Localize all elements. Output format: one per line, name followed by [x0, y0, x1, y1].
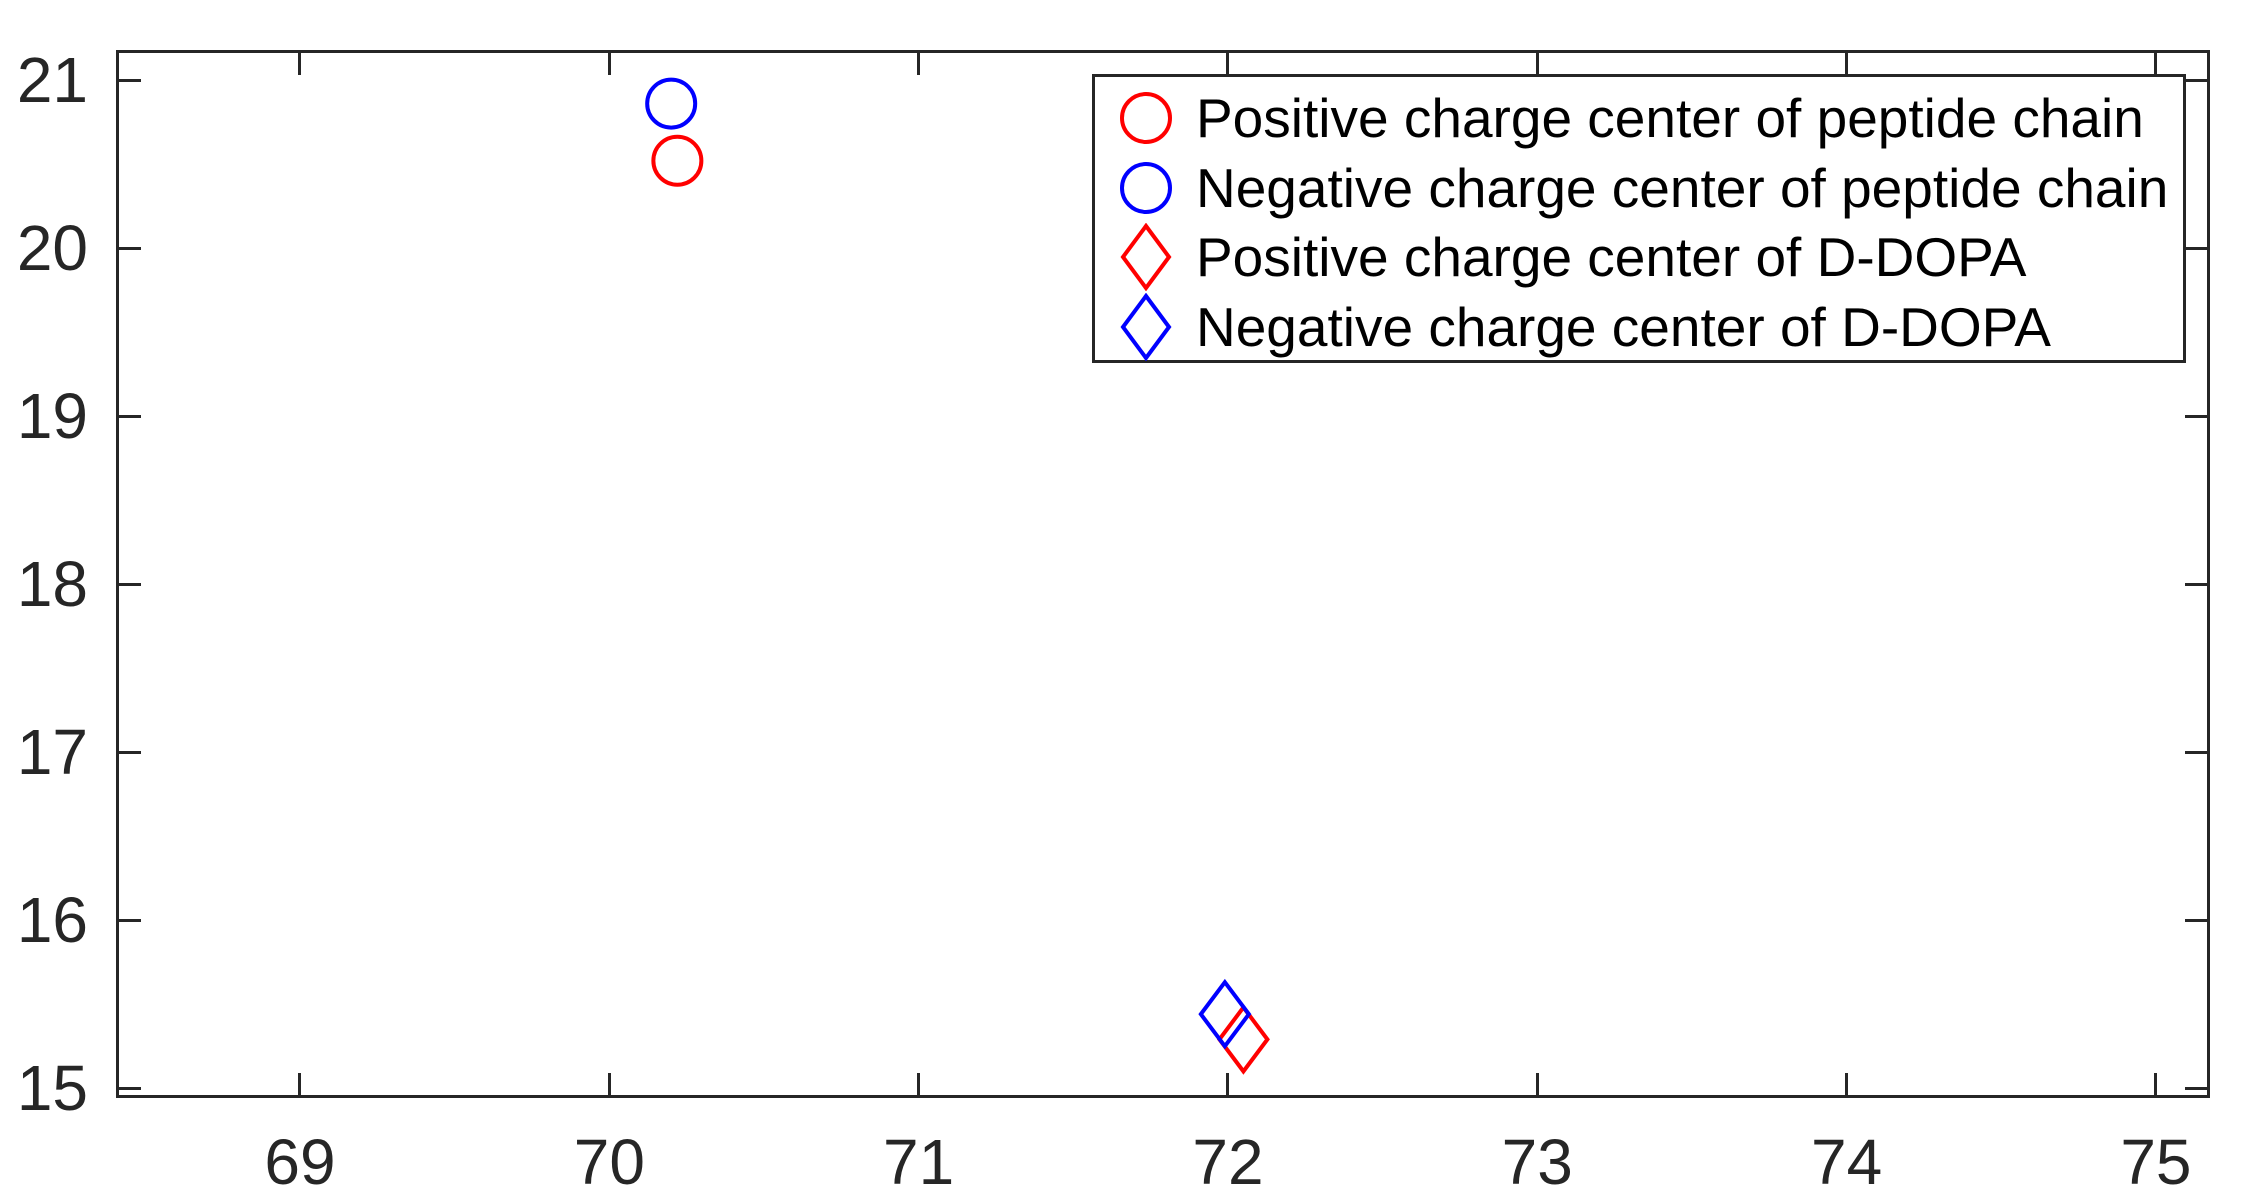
x-tick [1845, 1073, 1849, 1095]
legend: Positive charge center of peptide chain N… [1092, 74, 2186, 363]
y-tick [119, 414, 141, 418]
legend-label: Negative charge center of peptide chain [1196, 157, 2169, 219]
x-tick [1845, 53, 1849, 75]
x-tick [1226, 1073, 1230, 1095]
y-tick [119, 1086, 141, 1090]
legend-label: Negative charge center of D-DOPA [1196, 296, 2051, 358]
legend-entry: Positive charge center of peptide chain [1095, 83, 2183, 153]
y-tick [119, 78, 141, 82]
legend-entry: Positive charge center of D-DOPA [1095, 222, 2183, 292]
y-tick [2185, 1086, 2207, 1090]
x-tick-label: 75 [2120, 1126, 2192, 1198]
x-tick [1535, 1073, 1539, 1095]
y-tick-label: 18 [16, 548, 88, 621]
legend-diamond-icon [1120, 293, 1172, 361]
legend-circle-icon [1120, 92, 1172, 144]
y-tick [119, 582, 141, 586]
x-tick [2154, 53, 2158, 75]
y-tick [2185, 918, 2207, 922]
legend-label: Positive charge center of D-DOPA [1196, 226, 2027, 288]
y-tick-label: 20 [16, 212, 88, 285]
y-tick [2185, 246, 2207, 250]
y-tick [2185, 750, 2207, 754]
legend-entry: Negative charge center of peptide chain [1095, 153, 2183, 223]
y-tick-label: 15 [16, 1052, 88, 1125]
legend-entry: Negative charge center of D-DOPA [1095, 292, 2183, 362]
legend-diamond-icon [1120, 223, 1172, 291]
y-tick [2185, 78, 2207, 82]
x-tick [2154, 1073, 2158, 1095]
y-tick [119, 246, 141, 250]
x-tick-label: 72 [1192, 1126, 1264, 1198]
legend-circle-icon [1120, 162, 1172, 214]
y-tick [2185, 414, 2207, 418]
y-tick-label: 16 [16, 884, 88, 957]
x-tick [1535, 53, 1539, 75]
x-tick-label: 74 [1811, 1126, 1883, 1198]
x-tick [607, 1073, 611, 1095]
x-tick [1226, 53, 1230, 75]
x-tick [607, 53, 611, 75]
x-tick-label: 70 [573, 1126, 645, 1198]
x-tick [298, 53, 302, 75]
y-tick [119, 918, 141, 922]
y-tick [2185, 582, 2207, 586]
x-tick-label: 69 [264, 1126, 336, 1198]
y-tick-label: 21 [16, 44, 88, 117]
x-tick-label: 73 [1501, 1126, 1573, 1198]
legend-label: Positive charge center of peptide chain [1196, 87, 2144, 149]
y-tick-label: 17 [16, 716, 88, 789]
x-tick-label: 71 [883, 1126, 955, 1198]
x-tick [917, 53, 921, 75]
x-tick [917, 1073, 921, 1095]
x-tick [298, 1073, 302, 1095]
y-tick-label: 19 [16, 380, 88, 453]
y-tick [119, 750, 141, 754]
